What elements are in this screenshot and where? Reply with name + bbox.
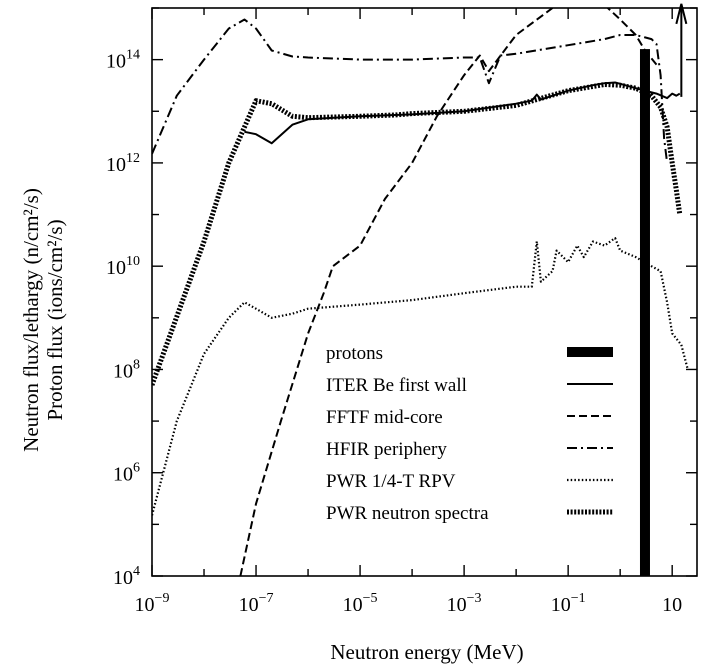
x-tick-label: 10−5 — [343, 591, 378, 616]
y-tick-label: 1010 — [106, 254, 140, 279]
y-axis-label-line2: Proton flux (ions/cm²/s) — [43, 219, 67, 420]
legend-label-iter-be-first-wall: ITER Be first wall — [326, 375, 467, 396]
x-tick-label: 10−3 — [447, 591, 482, 616]
x-tick-label: 10−9 — [135, 591, 170, 616]
y-axis-label-line1: Neutron flux/lethargy (n/cm²/s) — [19, 188, 43, 452]
legend-label-hfir-periphery: HFIR periphery — [326, 439, 447, 460]
series-group — [152, 8, 689, 576]
y-tick-label: 108 — [113, 357, 140, 382]
x-axis-label: Neutron energy (MeV) — [330, 640, 523, 664]
legend-swatch-protons — [567, 347, 613, 357]
legend-label-pwr-1-4-t-rpv: PWR 1/4-T RPV — [326, 471, 456, 492]
series-protons-arrow-head — [675, 3, 688, 25]
y-tick-label: 104 — [113, 564, 140, 589]
plot-area: 10−9 10−7 10−5 10−3 10−1 10 104 106 108 1010 1012 1… — [106, 3, 698, 616]
x-tick-label: 10−7 — [239, 591, 274, 616]
plot-frame — [151, 7, 698, 577]
y-tick-label: 1012 — [106, 151, 140, 176]
legend: protons ITER Be first wall FFTF mid-core HF… — [326, 343, 613, 524]
series-protons-bar — [639, 49, 650, 576]
series-iter-be-first-wall-line — [244, 81, 681, 145]
series-fftf-mid-core-line — [239, 8, 658, 576]
x-tick-label: 10−1 — [551, 591, 586, 616]
y-tick-label: 1014 — [106, 48, 140, 73]
y-tick-label: 106 — [113, 461, 140, 486]
legend-label-protons: protons — [326, 343, 383, 364]
legend-label-fftf-mid-core: FFTF mid-core — [326, 407, 443, 428]
ylabel-group: Neutron flux/lethargy (n/cm²/s) Proton f… — [19, 188, 67, 452]
series-hfir-periphery-line — [152, 18, 669, 164]
x-tick-label: 10 — [662, 594, 682, 616]
legend-label-pwr-neutron-spectra: PWR neutron spectra — [326, 503, 489, 524]
series-pwr-neutron-spectra-line — [152, 82, 683, 386]
series-pwr-1-4-t-rpv-line — [152, 237, 689, 516]
